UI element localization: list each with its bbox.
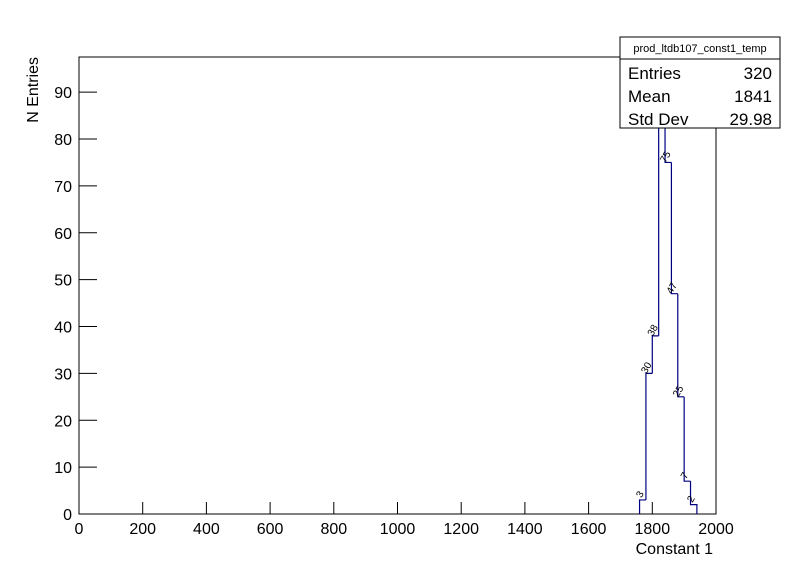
x-tick-label: 800: [320, 521, 347, 538]
stats-label: Entries: [628, 64, 681, 83]
histogram-bin: [677, 293, 685, 398]
histogram-bin: [689, 481, 698, 514]
x-tick-label: 600: [257, 521, 284, 538]
x-tick-label: 200: [129, 521, 156, 538]
y-tick-label: 80: [54, 132, 72, 149]
histogram-bin: [645, 372, 653, 500]
y-tick-label: 60: [54, 226, 72, 243]
histogram-bin: [670, 162, 678, 295]
histogram-bin: [651, 335, 659, 374]
y-tick-label: 0: [63, 507, 72, 524]
y-tick-label: 90: [54, 85, 72, 102]
y-tick-label: 20: [54, 413, 72, 430]
x-tick-label: 2000: [698, 521, 734, 538]
bin-label: 7: [679, 470, 692, 481]
stats-label: Mean: [628, 87, 671, 106]
x-tick-label: 1200: [443, 521, 479, 538]
bin-label: 3: [634, 489, 647, 500]
histogram-bin: [638, 499, 646, 514]
bin-label: 25: [671, 384, 686, 400]
y-tick-label: 30: [54, 366, 72, 383]
x-tick-label: 1000: [380, 521, 416, 538]
y-axis-title: N Entries: [25, 57, 42, 123]
y-tick-label: 50: [54, 273, 72, 290]
x-tick-label: 0: [75, 521, 84, 538]
x-axis-title: Constant 1: [636, 541, 713, 558]
histogram-bin: [683, 396, 691, 482]
x-tick-label: 1600: [571, 521, 607, 538]
stats-value: 320: [744, 64, 772, 83]
bin-label: 2: [685, 494, 698, 505]
stats-label: Std Dev: [628, 110, 689, 129]
y-tick-label: 70: [54, 179, 72, 196]
stats-value: 29.98: [729, 110, 772, 129]
x-tick-label: 400: [193, 521, 220, 538]
stats-box: prod_ltdb107_const1_temp Entries 320 Mean 1…: [619, 36, 781, 129]
stats-frame: [619, 36, 781, 129]
stats-title: prod_ltdb107_const1_temp: [633, 43, 766, 55]
bin-label: 30: [639, 360, 654, 376]
x-tick-label: 1400: [507, 521, 543, 538]
y-tick-label: 40: [54, 320, 72, 337]
x-tick-label: 1800: [635, 521, 671, 538]
bin-label: 38: [646, 323, 661, 339]
stats-value: 1841: [734, 87, 772, 106]
bin-label: 47: [665, 281, 680, 297]
bin-label: 75: [659, 149, 674, 165]
y-tick-label: 10: [54, 460, 72, 477]
